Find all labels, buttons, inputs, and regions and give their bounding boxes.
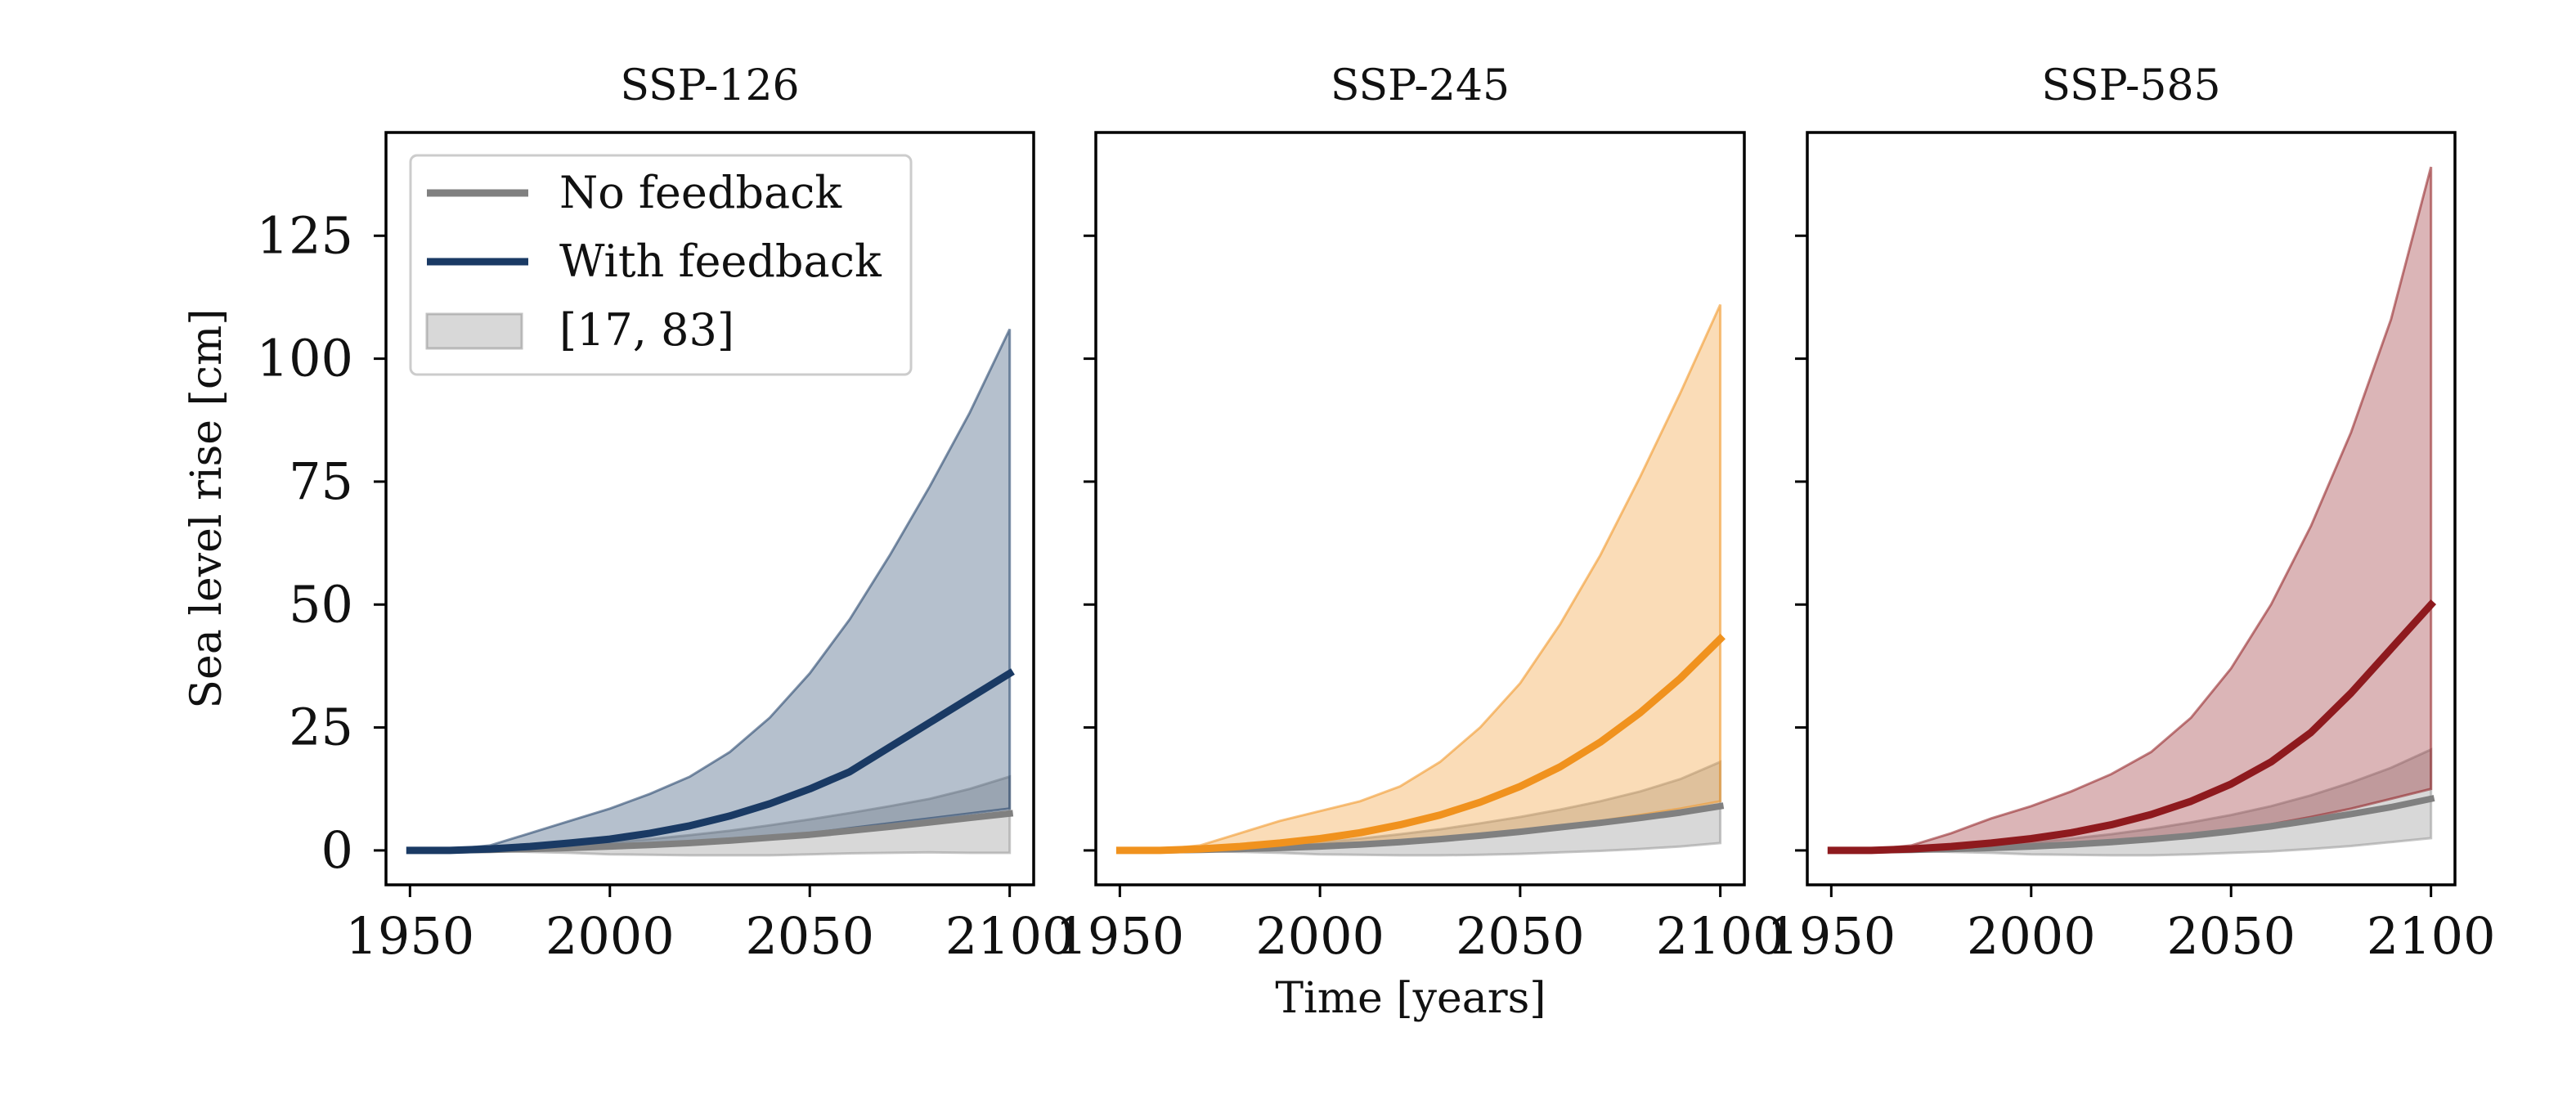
band-with-feedback [410, 328, 1012, 852]
x-tick-label: 2050 [1456, 906, 1585, 966]
x-tick-label: 1950 [1055, 906, 1184, 966]
y-tick-label: 50 [289, 574, 353, 634]
panel-title: SSP-245 [1331, 61, 1510, 110]
x-tick-label: 1950 [345, 906, 474, 966]
y-tick-label: 25 [289, 698, 353, 757]
y-tick-label: 100 [257, 329, 353, 388]
axes-frame [1806, 131, 2457, 886]
plot-area [1827, 166, 2437, 857]
x-tick-label: 2000 [1967, 906, 2096, 966]
x-tick-label: 2100 [2367, 906, 2496, 966]
panel-ssp-126: 1950 2000 2050 2100 0 25 50 75 100 125 SSP-126 No f… [257, 61, 1075, 966]
series-with-feedback [406, 668, 1015, 855]
y-tick-label: 0 [321, 820, 353, 880]
band-with-feedback [1120, 303, 1722, 852]
axes-frame [1094, 131, 1746, 886]
x-tick-label: 2050 [745, 906, 874, 966]
panel-title: SSP-126 [620, 61, 799, 110]
legend: No feedback With feedback [17, 83] [409, 154, 913, 376]
x-tick-label: 1950 [1766, 906, 1896, 966]
legend-label: With feedback [559, 236, 882, 287]
band-no-feedback [1831, 747, 2433, 857]
axes-frame [384, 131, 1035, 886]
panel-ssp-245: 1950 2000 2050 2100 SSP-245 [1055, 61, 1784, 966]
panel-title: SSP-585 [2041, 61, 2220, 110]
plot-area [406, 328, 1015, 857]
series-with-feedback [1115, 633, 1726, 855]
y-axis-label: Sea level rise [cm] [182, 308, 231, 708]
plot-area [1115, 303, 1726, 857]
x-tick-label: 2100 [945, 906, 1075, 966]
legend-label: No feedback [559, 167, 842, 218]
y-tick-label: 75 [289, 451, 353, 511]
legend-box [409, 154, 913, 376]
x-axis-label: Time [years] [1275, 974, 1546, 1023]
x-tick-label: 2000 [545, 906, 675, 966]
y-tick-label: 125 [257, 205, 353, 265]
chart-panels: 1950 2000 2050 2100 0 25 50 75 100 125 SSP-126 No f… [257, 61, 2496, 966]
x-tick-label: 2100 [1656, 906, 1785, 966]
series-with-feedback [1827, 599, 2437, 855]
band-with-feedback [1831, 166, 2433, 852]
panel-ssp-585: 1950 2000 2050 2100 SSP-585 [1766, 61, 2495, 966]
x-tick-label: 2050 [2166, 906, 2296, 966]
x-tick-label: 2000 [1255, 906, 1384, 966]
legend-label: [17, 83] [559, 304, 734, 356]
legend-swatch-patch [425, 312, 523, 350]
